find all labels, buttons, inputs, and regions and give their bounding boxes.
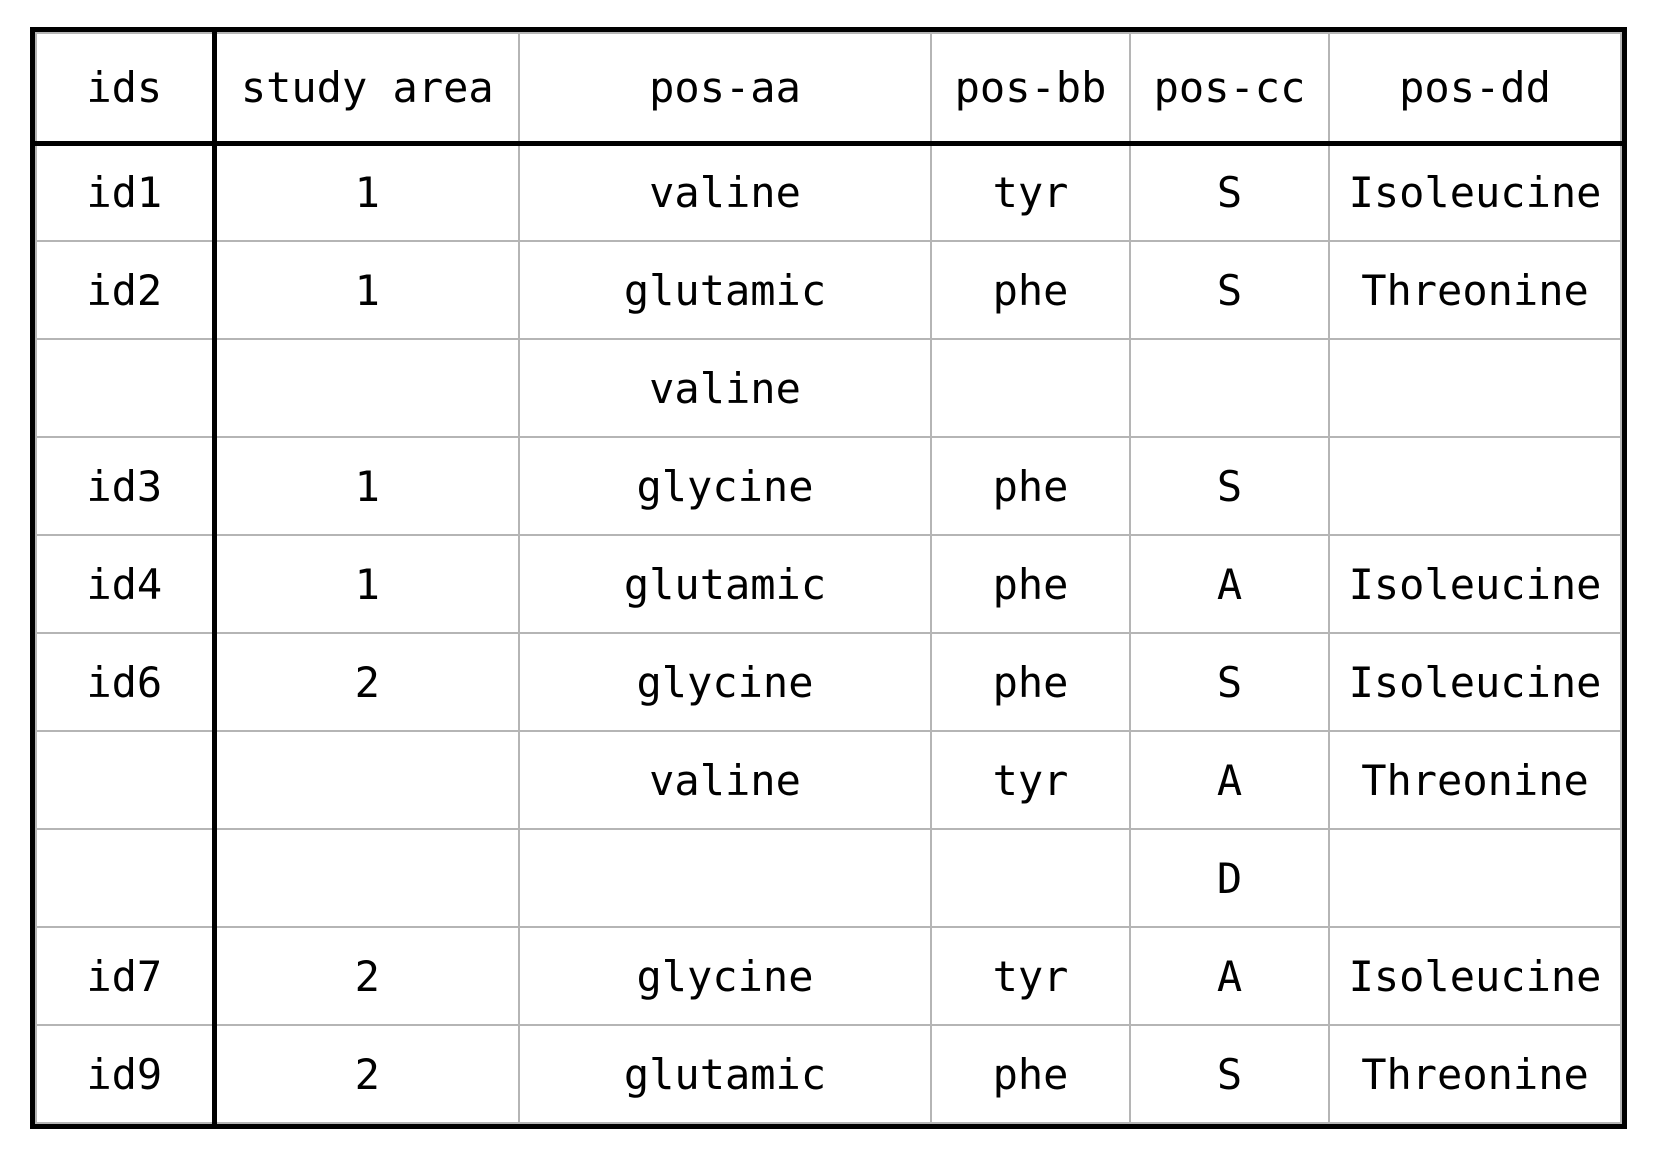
table-header: ids study area pos-aa pos-bb pos-cc pos-…	[35, 32, 1622, 146]
table-cell-pos-aa: valine	[518, 338, 932, 438]
table-cell-pos-bb: tyr	[930, 926, 1131, 1026]
table-cell-pos-dd	[1328, 828, 1622, 928]
table-row: id6 2 glycine phe S Isoleucine	[35, 632, 1622, 732]
table-cell-pos-cc: S	[1129, 142, 1330, 242]
table-cell-ids	[35, 338, 217, 438]
table-cell-ids	[35, 730, 217, 830]
table-cell-pos-cc: S	[1129, 436, 1330, 536]
table-cell-study-area: 1	[213, 436, 520, 536]
table-cell-ids: id9	[35, 1024, 217, 1124]
header-cell-pos-cc: pos-cc	[1129, 32, 1330, 146]
table-cell-pos-aa: glycine	[518, 632, 932, 732]
table-row: valine tyr A Threonine	[35, 730, 1622, 830]
table-cell-pos-dd	[1328, 338, 1622, 438]
table-cell-pos-aa: glycine	[518, 926, 932, 1026]
table-cell-ids: id6	[35, 632, 217, 732]
table-cell-pos-aa: glycine	[518, 436, 932, 536]
table-cell-pos-dd: Threonine	[1328, 1024, 1622, 1124]
table-cell-pos-dd: Isoleucine	[1328, 632, 1622, 732]
table-cell-pos-aa: valine	[518, 730, 932, 830]
header-cell-pos-dd: pos-dd	[1328, 32, 1622, 146]
table-cell-pos-aa: glutamic	[518, 534, 932, 634]
table-cell-ids: id3	[35, 436, 217, 536]
table-row: id4 1 glutamic phe A Isoleucine	[35, 534, 1622, 634]
table-cell-pos-cc: S	[1129, 632, 1330, 732]
table-cell-study-area: 1	[213, 240, 520, 340]
table-cell-study-area: 2	[213, 632, 520, 732]
table-cell-study-area: 1	[213, 142, 520, 242]
table-row: id2 1 glutamic phe S Threonine	[35, 240, 1622, 340]
table-body: id1 1 valine tyr S Isoleucine id2 1 glutamic phe S…	[35, 142, 1622, 1124]
table-cell-pos-aa: glutamic	[518, 240, 932, 340]
table-cell-pos-dd: Threonine	[1328, 240, 1622, 340]
table-cell-pos-dd: Isoleucine	[1328, 142, 1622, 242]
table-row: valine	[35, 338, 1622, 438]
table-row: id9 2 glutamic phe S Threonine	[35, 1024, 1622, 1124]
table-cell-study-area: 2	[213, 926, 520, 1026]
table-cell-ids	[35, 828, 217, 928]
table-row: D	[35, 828, 1622, 928]
table-cell-pos-bb: phe	[930, 632, 1131, 732]
table-cell-study-area: 1	[213, 534, 520, 634]
table-cell-ids: id7	[35, 926, 217, 1026]
table-cell-pos-cc: A	[1129, 534, 1330, 634]
header-cell-ids: ids	[35, 32, 217, 146]
table-cell-pos-aa: glutamic	[518, 1024, 932, 1124]
table-cell-pos-cc	[1129, 338, 1330, 438]
table-cell-pos-aa: valine	[518, 142, 932, 242]
table-cell-pos-bb	[930, 828, 1131, 928]
table-cell-pos-bb: phe	[930, 1024, 1131, 1124]
table-cell-pos-dd	[1328, 436, 1622, 536]
header-cell-study-area: study area	[213, 32, 520, 146]
table-cell-pos-cc: D	[1129, 828, 1330, 928]
table-row: id7 2 glycine tyr A Isoleucine	[35, 926, 1622, 1026]
table-cell-pos-bb: phe	[930, 240, 1131, 340]
table-cell-study-area	[213, 828, 520, 928]
table-cell-pos-dd: Isoleucine	[1328, 534, 1622, 634]
table-cell-pos-bb	[930, 338, 1131, 438]
table-row: id3 1 glycine phe S	[35, 436, 1622, 536]
table-cell-pos-cc: A	[1129, 926, 1330, 1026]
header-cell-pos-aa: pos-aa	[518, 32, 932, 146]
table-row: id1 1 valine tyr S Isoleucine	[35, 142, 1622, 242]
header-cell-pos-bb: pos-bb	[930, 32, 1131, 146]
table-cell-study-area: 2	[213, 1024, 520, 1124]
table-cell-pos-dd: Threonine	[1328, 730, 1622, 830]
table-cell-pos-cc: S	[1129, 240, 1330, 340]
table-cell-ids: id4	[35, 534, 217, 634]
table-cell-pos-bb: phe	[930, 436, 1131, 536]
table-cell-pos-aa	[518, 828, 932, 928]
table-cell-study-area	[213, 730, 520, 830]
data-table: ids study area pos-aa pos-bb pos-cc pos-…	[30, 27, 1627, 1129]
table-cell-study-area	[213, 338, 520, 438]
table-cell-pos-bb: phe	[930, 534, 1131, 634]
table-cell-pos-bb: tyr	[930, 142, 1131, 242]
table-cell-ids: id1	[35, 142, 217, 242]
table-cell-pos-cc: A	[1129, 730, 1330, 830]
table-cell-ids: id2	[35, 240, 217, 340]
header-row: ids study area pos-aa pos-bb pos-cc pos-…	[35, 32, 1622, 146]
table-cell-pos-cc: S	[1129, 1024, 1330, 1124]
table-cell-pos-dd: Isoleucine	[1328, 926, 1622, 1026]
table-cell-pos-bb: tyr	[930, 730, 1131, 830]
